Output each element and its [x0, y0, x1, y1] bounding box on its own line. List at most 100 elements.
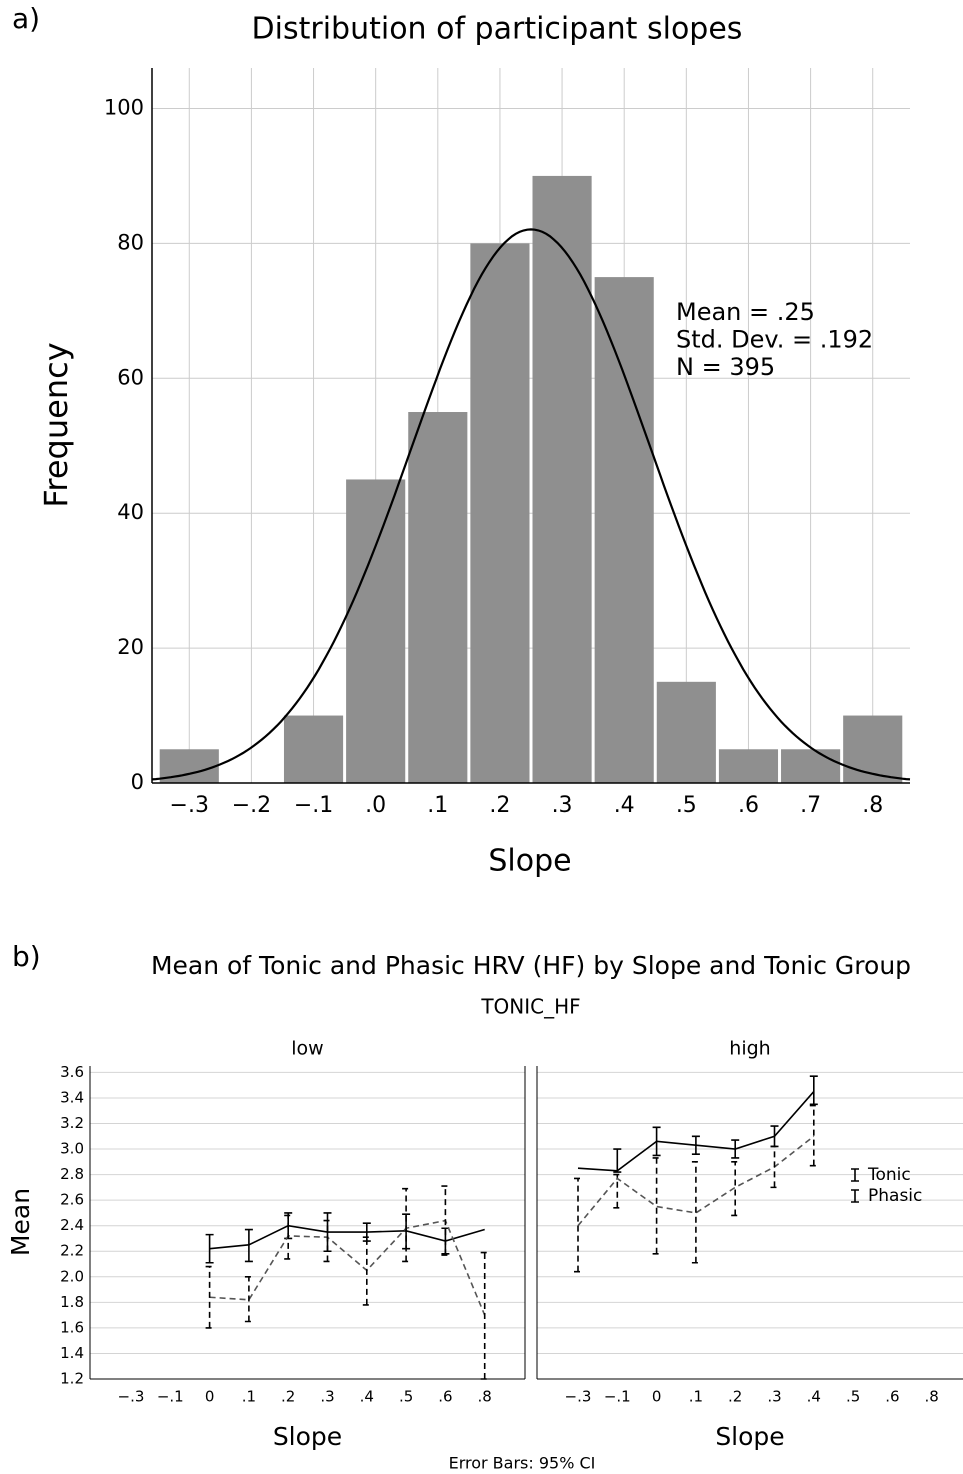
x-axis-label: Slope [273, 1422, 342, 1451]
x-tick-label: .5 [399, 1388, 413, 1406]
error-bar [770, 1145, 779, 1189]
x-tick-label: .8 [478, 1388, 492, 1406]
x-tick-label: .5 [676, 793, 697, 818]
error-bar [244, 1276, 253, 1323]
x-tick-label: .2 [728, 1388, 742, 1406]
panel-header: low [291, 1038, 323, 1060]
y-tick-label: 3.0 [60, 1140, 84, 1158]
x-tick-label: .1 [242, 1388, 256, 1406]
x-tick-label: 0 [652, 1388, 662, 1406]
footer-note: Error Bars: 95% CI [449, 1454, 596, 1473]
bar [843, 715, 903, 783]
bar [346, 479, 406, 783]
error-bar [691, 1135, 700, 1155]
error-bar [205, 1265, 214, 1329]
annotation: N = 395 [676, 353, 775, 381]
error-bar [402, 1187, 411, 1263]
error-bar [441, 1185, 450, 1256]
y-axis-label: Frequency [37, 342, 75, 507]
y-tick-label: 20 [117, 635, 144, 659]
panel-label: b) [12, 940, 41, 973]
error-bar [691, 1161, 700, 1264]
y-tick-label: 2.6 [60, 1191, 84, 1209]
error-bar [731, 1161, 740, 1217]
x-tick-label: .4 [360, 1388, 374, 1406]
x-tick-label: .8 [862, 793, 883, 818]
error-bar [770, 1125, 779, 1148]
y-tick-label: 40 [117, 500, 144, 524]
x-tick-label: −.3 [170, 793, 209, 818]
x-tick-label: .1 [427, 793, 448, 818]
y-tick-label: 2.8 [60, 1165, 84, 1183]
error-bar [244, 1228, 253, 1263]
x-tick-label: .6 [438, 1388, 452, 1406]
y-tick-label: 2.0 [60, 1267, 84, 1285]
x-tick-label: .7 [800, 793, 821, 818]
legend-label: Tonic [867, 1165, 911, 1185]
error-bar [652, 1126, 661, 1157]
x-tick-label: .3 [767, 1388, 781, 1406]
x-tick-label: .2 [281, 1388, 295, 1406]
legend-symbol [851, 1189, 859, 1203]
series-line [209, 1219, 486, 1316]
x-axis-label: Slope [715, 1422, 784, 1451]
bar [408, 412, 468, 783]
y-tick-label: 3.4 [60, 1088, 84, 1106]
y-tick-label: 1.2 [60, 1370, 84, 1388]
error-bar [809, 1075, 818, 1106]
x-tick-label: .4 [807, 1388, 821, 1406]
error-bar [731, 1139, 740, 1159]
y-tick-label: 2.4 [60, 1216, 84, 1234]
error-bar [652, 1157, 661, 1255]
x-tick-label: −.1 [294, 793, 333, 818]
y-tick-label: 3.2 [60, 1114, 84, 1132]
series-line [577, 1091, 815, 1172]
x-tick-label: .5 [846, 1388, 860, 1406]
bar [470, 243, 530, 783]
x-axis-label: Slope [488, 844, 571, 879]
error-bar [809, 1104, 818, 1167]
panel-label: a) [12, 2, 40, 35]
legend-symbol [851, 1168, 859, 1182]
y-tick-label: 2.2 [60, 1242, 84, 1260]
x-tick-label: .3 [320, 1388, 334, 1406]
bar [283, 715, 344, 783]
x-tick-label: −.3 [565, 1388, 592, 1406]
bar [594, 277, 654, 783]
error-bar [574, 1177, 582, 1273]
x-tick-label: .1 [689, 1388, 703, 1406]
y-tick-label: 80 [117, 230, 144, 254]
x-tick-label: .4 [614, 793, 635, 818]
legend-label: Phasic [868, 1186, 922, 1206]
bar [718, 749, 779, 783]
error-bar [480, 1251, 489, 1380]
normal-curve [151, 228, 911, 781]
series-line [209, 1224, 485, 1250]
chart-title: Mean of Tonic and Phasic HRV (HF) by Slo… [151, 951, 911, 980]
x-tick-label: .3 [552, 793, 573, 818]
error-bar [613, 1148, 622, 1173]
y-tick-label: 0 [131, 770, 144, 794]
x-tick-label: −.1 [157, 1388, 184, 1406]
error-bar [362, 1236, 371, 1306]
panel-header: high [729, 1038, 770, 1060]
y-tick-label: 1.8 [60, 1293, 84, 1311]
x-tick-label: 0 [205, 1388, 215, 1406]
y-tick-label: 1.6 [60, 1318, 84, 1336]
chart-subtitle: TONIC_HF [480, 995, 580, 1019]
annotation: Mean = .25 [676, 298, 815, 326]
error-bar [284, 1214, 293, 1260]
x-tick-label: .2 [489, 793, 510, 818]
annotation: Std. Dev. = .192 [676, 326, 873, 354]
x-tick-label: −.2 [232, 793, 271, 818]
bar [781, 749, 841, 783]
y-tick-label: 1.4 [60, 1344, 84, 1362]
error-bar [323, 1219, 332, 1263]
error-bar [613, 1173, 622, 1209]
bar [532, 175, 592, 783]
y-tick-label: 60 [117, 365, 144, 389]
x-tick-label: .6 [738, 793, 759, 818]
x-tick-label: .6 [885, 1388, 899, 1406]
x-tick-label: −.3 [118, 1388, 145, 1406]
